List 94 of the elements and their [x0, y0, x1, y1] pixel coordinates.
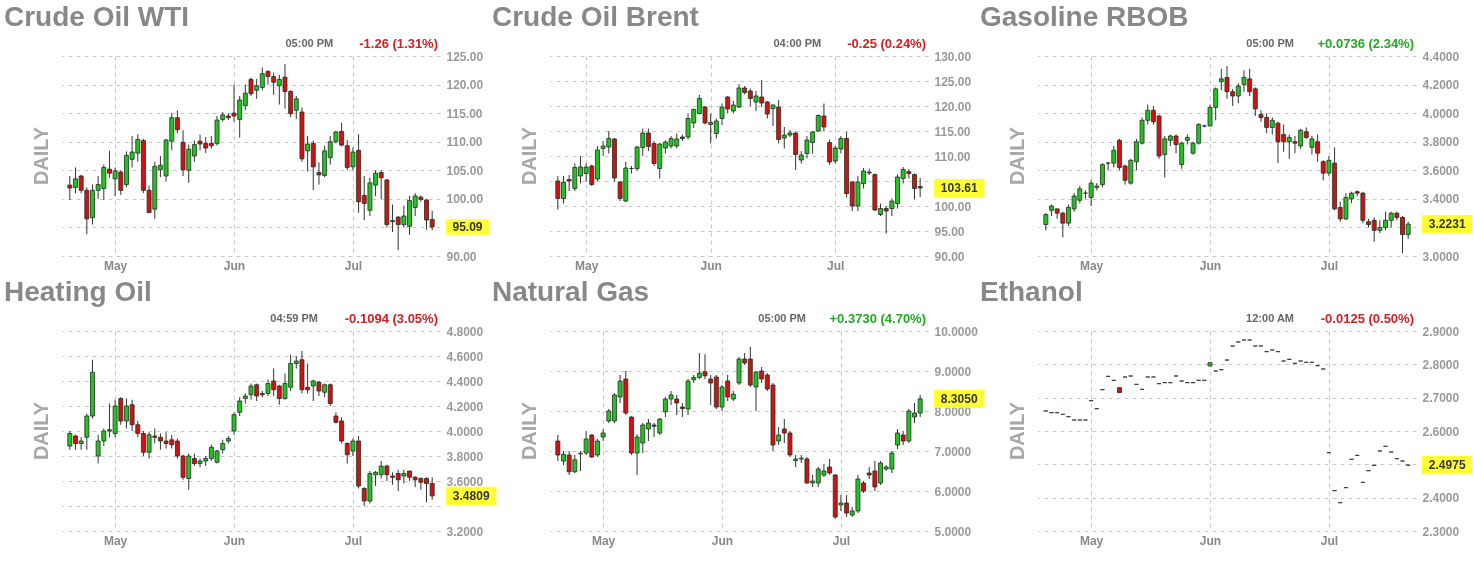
x-tick-label: May [1079, 258, 1104, 273]
y-tick-label: 8.0000 [934, 404, 972, 419]
y-tick-label: 5.0000 [934, 524, 972, 539]
y-tick-label: 7.0000 [934, 444, 972, 459]
text: +0.3730 (4.70%) [829, 311, 926, 326]
text: 103.61 [940, 180, 978, 195]
x-tick-label: Jul [344, 258, 363, 273]
y-tick-label: 2.4000 [1422, 491, 1460, 506]
text: 05:00 PM [758, 312, 806, 324]
y-tick-label: 110.00 [934, 149, 971, 164]
text: 8.3050 [940, 391, 978, 406]
y-tick-label: 4.2000 [1422, 78, 1460, 93]
x-tick-label: Jun [1199, 533, 1222, 548]
y-tick-label: 3.6000 [1422, 163, 1460, 178]
text: -0.1094 (3.05%) [344, 311, 438, 326]
y-tick-label: 4.2000 [446, 399, 484, 414]
y-axis-title: DAILY [30, 401, 52, 461]
y-axis-title: DAILY [518, 401, 540, 461]
x-tick-label: Jun [223, 258, 246, 273]
y-tick-label: 100.00 [934, 199, 972, 214]
text: 12:00 AM [1246, 312, 1294, 324]
x-tick-label: Jun [700, 258, 722, 273]
y-tick-label: 2.8000 [1422, 357, 1460, 372]
x-tick-label: Jun [711, 533, 734, 548]
chart-title: Ethanol [980, 276, 1083, 307]
y-axis-title: DAILY [1006, 126, 1028, 186]
y-tick-label: 3.8000 [1422, 135, 1460, 150]
text: 3.2231 [1428, 217, 1466, 232]
x-tick-label: Jul [827, 258, 845, 273]
y-tick-label: 4.8000 [446, 324, 484, 339]
y-tick-label: 3.6000 [446, 474, 484, 489]
y-tick-label: 125.00 [446, 49, 484, 64]
y-tick-label: 2.3000 [1422, 524, 1460, 539]
y-tick-label: 115.00 [446, 106, 483, 121]
x-tick-label: May [574, 258, 599, 273]
text: 2.4975 [1428, 458, 1466, 473]
y-tick-label: 90.00 [446, 249, 477, 264]
text: 04:00 PM [773, 37, 822, 49]
text: 05:00 PM [1246, 37, 1294, 49]
x-tick-label: May [103, 533, 128, 548]
y-tick-label: 4.0000 [446, 424, 484, 439]
y-tick-label: 9.0000 [934, 364, 972, 379]
text: -1.26 (1.31%) [359, 36, 438, 51]
x-tick-label: May [103, 258, 128, 273]
text: -0.0125 (0.50%) [1320, 311, 1414, 326]
text: 3.4809 [452, 488, 490, 503]
y-tick-label: 115.00 [934, 124, 971, 139]
y-axis-title: DAILY [518, 126, 540, 186]
x-tick-label: May [1079, 533, 1104, 548]
y-tick-label: 4.6000 [446, 349, 484, 364]
x-tick-label: Jun [223, 533, 246, 548]
y-tick-label: 6.0000 [934, 484, 972, 499]
chart-title: Natural Gas [492, 276, 650, 307]
y-tick-label: 105.00 [446, 163, 484, 178]
y-tick-label: 3.4000 [1422, 192, 1460, 207]
y-tick-label: 130.00 [934, 49, 972, 64]
text: 05:00 PM [285, 37, 334, 49]
x-tick-label: Jul [832, 533, 851, 548]
candlestick [1100, 162, 1105, 188]
y-tick-label: 3.8000 [446, 449, 484, 464]
x-tick-label: May [591, 533, 616, 548]
y-tick-label: 2.6000 [1422, 424, 1460, 439]
candlestick [237, 396, 243, 417]
x-tick-label: Jul [344, 533, 363, 548]
text: 04:59 PM [270, 312, 318, 324]
chart-title: Gasoline RBOB [980, 1, 1189, 32]
x-tick-label: Jul [1320, 533, 1339, 548]
x-tick-label: Jun [1199, 258, 1222, 273]
y-tick-label: 2.9000 [1422, 324, 1460, 339]
text: -0.25 (0.24%) [847, 36, 926, 51]
y-tick-label: 120.00 [934, 99, 972, 114]
y-tick-label: 100.00 [446, 192, 484, 207]
y-tick-label: 4.4000 [1422, 49, 1460, 64]
y-axis-title: DAILY [1006, 401, 1028, 461]
y-tick-label: 120.00 [446, 78, 484, 93]
chart-title: Crude Oil WTI [4, 1, 190, 32]
chart-title: Crude Oil Brent [492, 1, 699, 32]
y-tick-label: 110.00 [446, 135, 483, 150]
y-tick-label: 125.00 [934, 74, 972, 89]
y-tick-label: 3.2000 [446, 524, 484, 539]
y-tick-label: 4.4000 [446, 374, 484, 389]
y-tick-label: 90.00 [934, 249, 965, 264]
y-tick-label: 10.0000 [934, 324, 979, 339]
chart-title: Heating Oil [4, 276, 152, 307]
candlestick [231, 411, 237, 436]
y-tick-label: 3.0000 [1422, 249, 1460, 264]
candlestick [600, 428, 606, 442]
text: 95.09 [452, 219, 483, 234]
x-tick-label: Jul [1320, 258, 1339, 273]
y-tick-label: 2.7000 [1422, 391, 1460, 406]
y-tick-label: 95.00 [934, 224, 965, 239]
y-tick-label: 4.0000 [1422, 106, 1460, 121]
text: +0.0736 (2.34%) [1317, 36, 1414, 51]
y-axis-title: DAILY [30, 126, 52, 186]
